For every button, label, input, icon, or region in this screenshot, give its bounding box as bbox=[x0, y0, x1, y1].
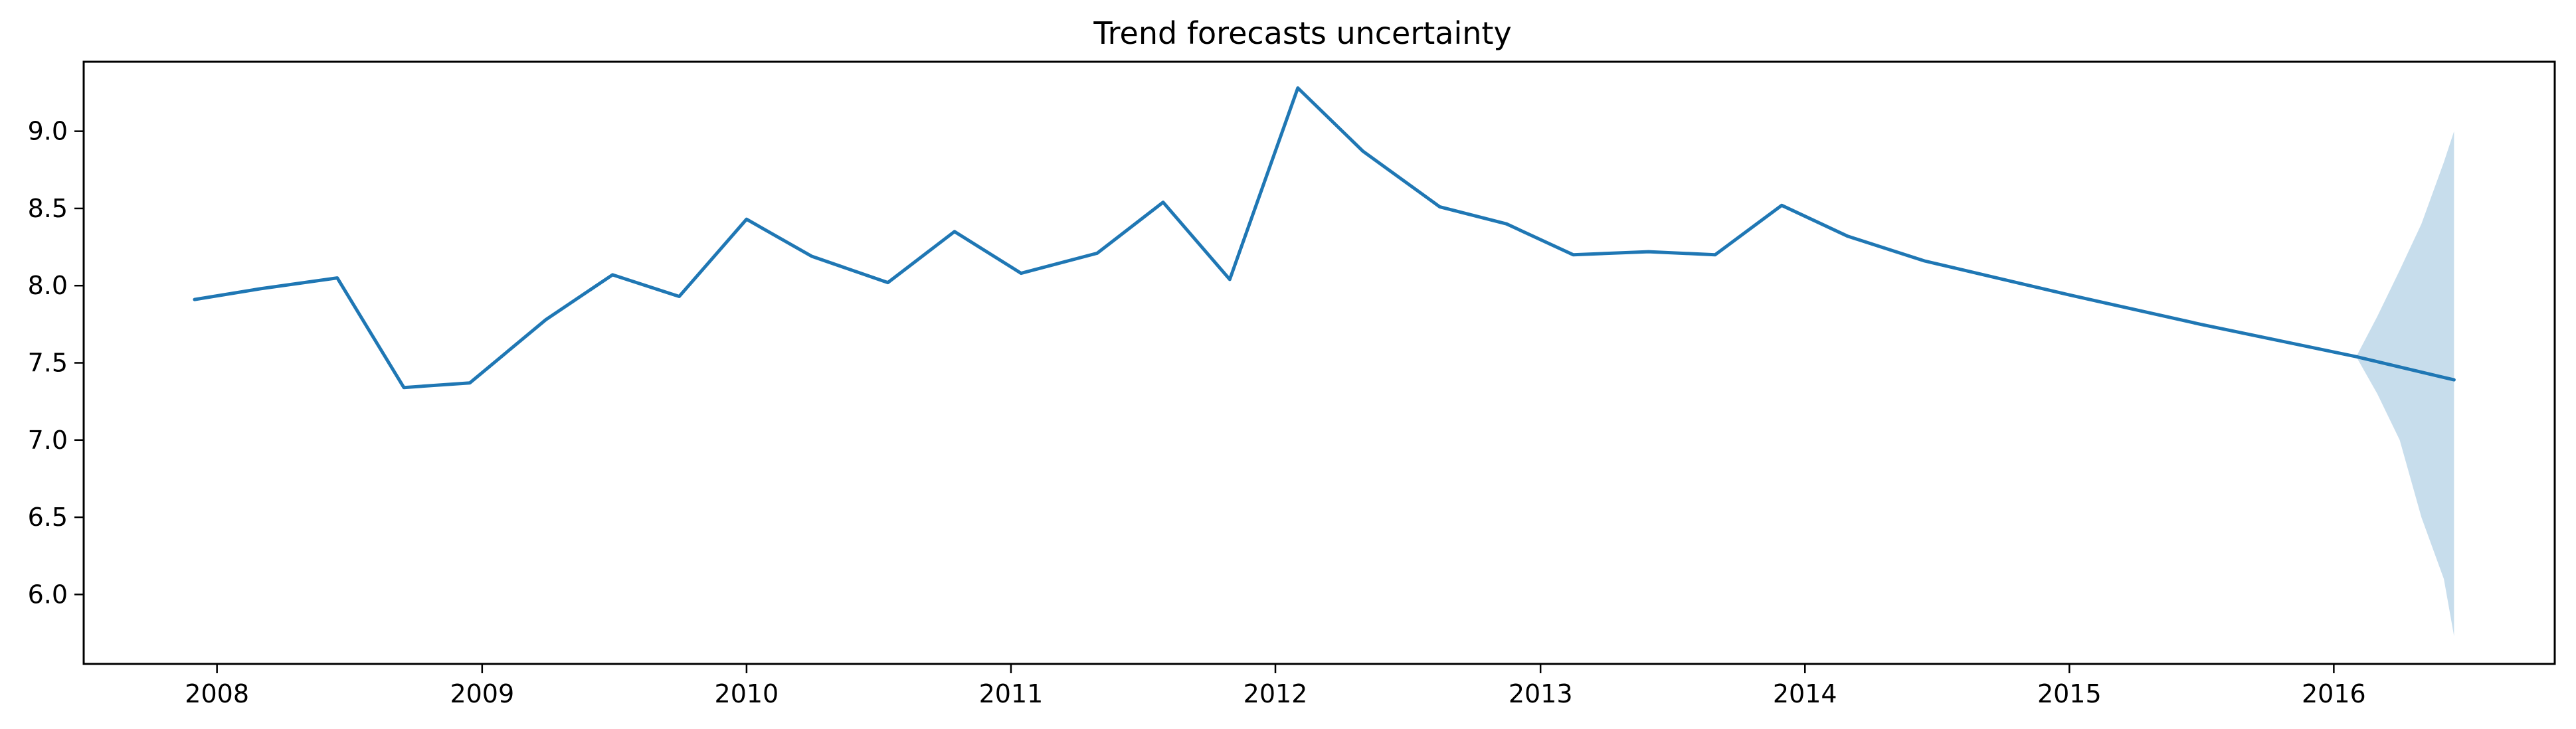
x-tick-label: 2010 bbox=[715, 679, 779, 708]
y-tick-label: 9.0 bbox=[28, 117, 68, 146]
y-tick-label: 6.0 bbox=[28, 580, 68, 609]
x-tick-label: 2011 bbox=[979, 679, 1044, 708]
plot-frame bbox=[82, 60, 2556, 665]
y-tick-label: 8.0 bbox=[28, 271, 68, 300]
chart-title: Trend forecasts uncertainty bbox=[1093, 15, 1511, 51]
x-tick-label: 2012 bbox=[1243, 679, 1308, 708]
x-tick-label: 2013 bbox=[1509, 679, 1573, 708]
x-tick-label: 2009 bbox=[450, 679, 514, 708]
x-tick-label: 2015 bbox=[2037, 679, 2102, 708]
series-line-layer bbox=[193, 86, 2456, 390]
y-tick-label: 8.5 bbox=[28, 194, 68, 223]
uncertainty-band-layer bbox=[2356, 131, 2454, 637]
y-axis: 6.0 6.5 7.0 7.5 8.0 8.5 9.0 bbox=[28, 117, 84, 609]
y-tick-label: 7.0 bbox=[28, 426, 68, 455]
y-tick-label: 7.5 bbox=[28, 349, 68, 378]
x-axis: 2008 2009 2010 2011 2012 2013 2014 2015 2016 bbox=[185, 664, 2366, 708]
x-tick-label: 2014 bbox=[1773, 679, 1837, 708]
series-line-0 bbox=[193, 86, 2456, 390]
y-tick-label: 6.5 bbox=[28, 503, 68, 532]
x-tick-label: 2008 bbox=[185, 679, 249, 708]
x-tick-label: 2016 bbox=[2302, 679, 2366, 708]
uncertainty-band bbox=[2356, 131, 2454, 637]
